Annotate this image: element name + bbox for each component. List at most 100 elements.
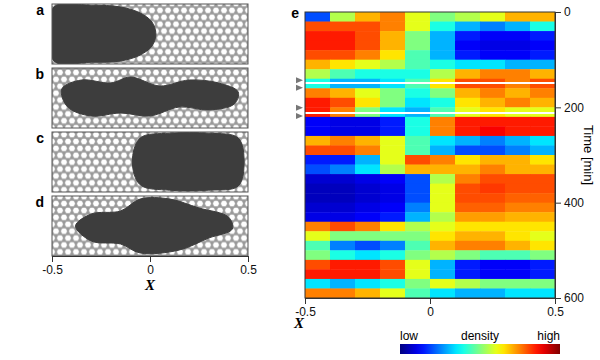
- heatmap-cell: [305, 222, 330, 232]
- heatmap-cell: [380, 288, 405, 298]
- snapshot-line: [305, 82, 555, 84]
- heatmap-cell: [530, 145, 555, 155]
- heatmap-cell: [355, 279, 380, 289]
- heatmap-cell: [480, 165, 505, 175]
- colorbar: [400, 344, 560, 354]
- axis: 0200400600: [555, 5, 584, 305]
- heatmap-cell: [330, 212, 355, 222]
- heatmap-cell: [530, 193, 555, 203]
- heatmap-cell: [305, 193, 330, 203]
- heatmap-cell: [305, 88, 330, 98]
- tick: 200: [555, 101, 584, 115]
- heatmap-cell: [380, 60, 405, 70]
- tick-mark: [555, 298, 561, 299]
- heatmap-cell: [330, 145, 355, 155]
- heatmap-cell: [430, 117, 455, 127]
- panel-frame: [305, 12, 555, 298]
- heatmap-cell: [355, 31, 380, 41]
- heatmap-cell: [430, 155, 455, 165]
- heatmap-cell: [380, 88, 405, 98]
- heatmap-cell: [330, 117, 355, 127]
- heatmap-cell: [355, 136, 380, 146]
- tick-label: 0.5: [547, 305, 564, 319]
- heatmap-cell: [505, 126, 530, 136]
- heatmap-cell: [430, 241, 455, 251]
- heatmap-cell: [430, 231, 455, 241]
- tick-mark: [305, 298, 306, 304]
- heatmap-cell: [505, 222, 530, 232]
- heatmap-cell: [480, 41, 505, 51]
- heatmap-cell: [305, 117, 330, 127]
- heatmap-cell: [355, 222, 380, 232]
- heatmap-cell: [380, 98, 405, 108]
- heatmap-cell: [455, 69, 480, 79]
- heatmap-cell: [305, 60, 330, 70]
- heatmap-cell: [530, 212, 555, 222]
- heatmap-cell: [455, 279, 480, 289]
- heatmap-cell: [430, 145, 455, 155]
- heatmap-cell: [480, 288, 505, 298]
- heatmap-cell: [305, 260, 330, 270]
- heatmap-cell: [305, 231, 330, 241]
- heatmap-cell: [455, 155, 480, 165]
- tick-label: 200: [564, 101, 584, 115]
- heatmap-cell: [355, 12, 380, 22]
- tick: 0: [555, 5, 571, 19]
- heatmap-cell: [430, 88, 455, 98]
- heatmap-cell: [530, 98, 555, 108]
- heatmap-cell: [355, 126, 380, 136]
- heatmap-cell: [305, 126, 330, 136]
- heatmap-cell: [455, 231, 480, 241]
- heatmap-cell: [405, 31, 430, 41]
- tick: 0: [427, 298, 434, 319]
- heatmap-cell: [305, 241, 330, 251]
- heatmap-cell: [430, 126, 455, 136]
- panel-label: d: [35, 194, 44, 210]
- heatmap-cell: [480, 69, 505, 79]
- heatmap-cell: [380, 50, 405, 60]
- tick: 0: [147, 256, 154, 277]
- panel-background: [52, 196, 248, 256]
- heatmap-cell: [355, 241, 380, 251]
- heatmap-cell: [505, 12, 530, 22]
- heatmap-cell: [430, 184, 455, 194]
- heatmap-cell: [330, 174, 355, 184]
- heatmap-cell: [405, 117, 430, 127]
- heatmap-cell: [455, 212, 480, 222]
- heatmap-cell: [305, 22, 330, 32]
- heatmap-cell: [530, 22, 555, 32]
- heatmap-cell: [530, 174, 555, 184]
- heatmap-cell: [530, 117, 555, 127]
- heatmap-cell: [505, 145, 530, 155]
- heatmap-cell: [480, 174, 505, 184]
- heatmap-cell: [355, 60, 380, 70]
- heatmap-cell: [455, 12, 480, 22]
- heatmap-cell: [505, 98, 530, 108]
- heatmap-cell: [455, 126, 480, 136]
- heatmap-cell: [505, 231, 530, 241]
- heatmap-cell: [480, 222, 505, 232]
- heatmap-cell: [305, 12, 330, 22]
- heatmap-cell: [405, 41, 430, 51]
- heatmap-cell: [405, 69, 430, 79]
- heatmap-cell: [505, 260, 530, 270]
- tick-mark: [150, 256, 151, 262]
- heatmap-cell: [480, 126, 505, 136]
- heatmap-cell: [380, 250, 405, 260]
- heatmap-cell: [455, 174, 480, 184]
- snapshot-arrow: [296, 77, 303, 83]
- heatmap-cell: [405, 203, 430, 213]
- heatmap-cell: [330, 88, 355, 98]
- heatmap-cell: [380, 174, 405, 184]
- heatmap-cell: [355, 41, 380, 51]
- heatmap-cell: [530, 288, 555, 298]
- heatmap-cell: [455, 22, 480, 32]
- heatmap-cell: [480, 136, 505, 146]
- heatmap-cell: [330, 241, 355, 251]
- heatmap-cell: [480, 184, 505, 194]
- panel-label: e: [291, 5, 299, 21]
- heatmap-cell: [430, 279, 455, 289]
- heatmap-cell: [405, 165, 430, 175]
- heatmap-cell: [530, 60, 555, 70]
- heatmap-cell: [405, 126, 430, 136]
